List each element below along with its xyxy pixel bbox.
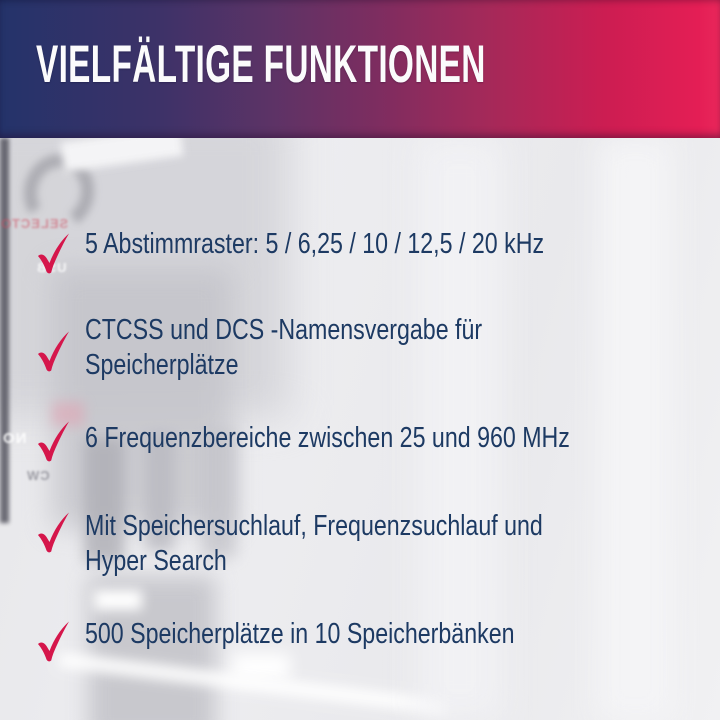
bg-bar (84, 438, 124, 563)
feature-text: 6 Frequenzbereiche zwischen 25 und 960 M… (85, 422, 570, 454)
bg-light-band (598, 138, 673, 720)
bg-light-band (418, 138, 502, 720)
checkmark-icon (38, 421, 69, 462)
bg-highlight (94, 590, 142, 610)
header-banner: VIELFÄLTIGE FUNKTIONEN (0, 0, 720, 138)
feature-text: CTCSS und DCS -Namensvergabe für Speiche… (85, 314, 483, 381)
faded-label-cw: CW (26, 468, 50, 483)
page-title: VIELFÄLTIGE FUNKTIONEN (36, 35, 486, 94)
checkmark-icon (38, 233, 69, 274)
feature-item-tuning-steps: 5 Abstimmraster: 5 / 6,25 / 10 / 12,5 / … (36, 227, 696, 274)
feature-item-ctcss-dcs: CTCSS und DCS -Namensvergabe für Speiche… (36, 313, 696, 383)
bg-bar (146, 433, 174, 551)
bg-left-edge-strip (0, 138, 9, 523)
feature-item-frequency-ranges: 6 Frequenzbereiche zwischen 25 und 960 M… (36, 421, 696, 462)
feature-text: 5 Abstimmraster: 5 / 6,25 / 10 / 12,5 / … (85, 228, 545, 260)
bg-pink-blob (52, 402, 84, 426)
checkmark-icon (38, 331, 69, 372)
feature-text: 500 Speicherplätze in 10 Speicherbänken (85, 618, 515, 650)
feature-item-memory-channels: 500 Speicherplätze in 10 Speicherbänken (36, 617, 696, 662)
feature-item-search-modes: Mit Speichersuchlauf, Frequenzsuchlauf u… (36, 509, 696, 579)
feature-text: Mit Speichersuchlauf, Frequenzsuchlauf u… (85, 510, 543, 577)
bg-bar (202, 430, 236, 558)
faded-label-no: NO (2, 430, 27, 447)
checkmark-icon (38, 621, 69, 662)
background-photo: SELECTO USB NO CW (0, 138, 720, 720)
checkmark-icon (38, 512, 69, 553)
